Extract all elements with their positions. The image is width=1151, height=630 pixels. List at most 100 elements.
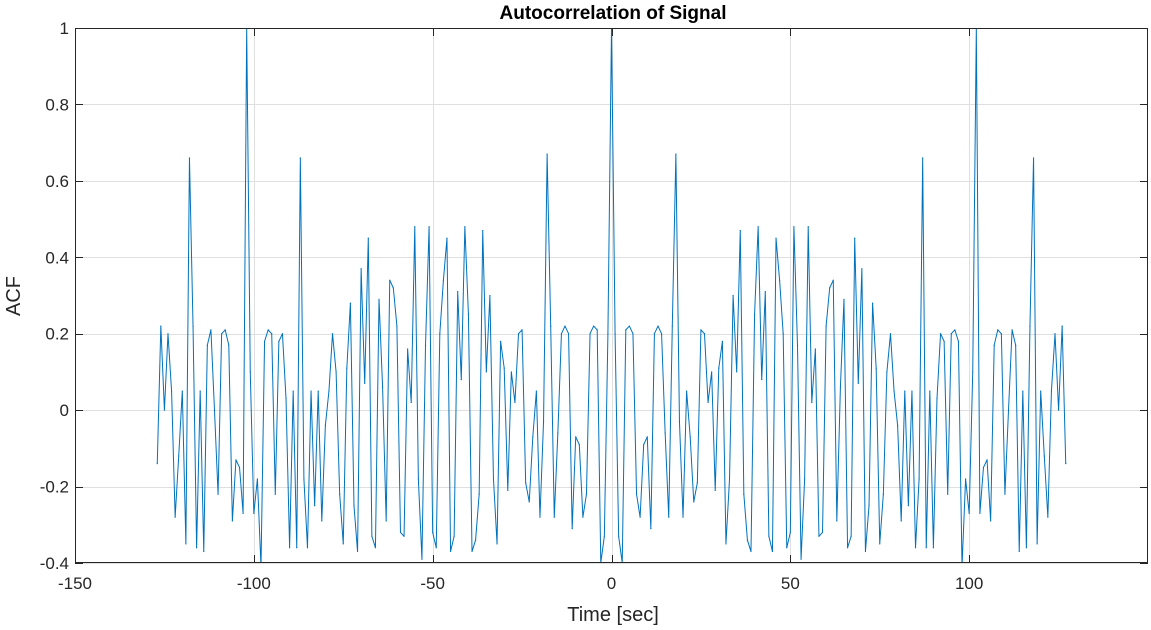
acf-point (868, 505, 870, 507)
acf-point (911, 390, 913, 392)
acf-point (346, 367, 348, 369)
acf-point (317, 390, 319, 392)
acf-point (696, 482, 698, 484)
acf-point (457, 291, 459, 293)
acf-point (950, 333, 952, 335)
acf-point (1036, 543, 1038, 545)
acf-point (321, 520, 323, 522)
x-tick-label: -50 (420, 574, 445, 593)
acf-point (914, 547, 917, 549)
acf-point (925, 547, 927, 549)
acf-point (510, 371, 512, 373)
acf-point (1015, 344, 1017, 346)
acf-point (496, 543, 498, 545)
acf-point (170, 390, 173, 392)
acf-point (503, 367, 505, 369)
acf-point (446, 237, 448, 239)
acf-point (872, 302, 874, 304)
acf-point (396, 325, 398, 327)
acf-point (335, 371, 337, 373)
acf-point (703, 333, 706, 335)
acf-point (707, 401, 709, 404)
acf-point (585, 493, 588, 495)
acf-point (374, 547, 377, 549)
y-tick-label: 0 (60, 401, 69, 420)
acf-point (432, 531, 434, 534)
acf-point (889, 333, 892, 335)
acf-point (1054, 333, 1056, 335)
acf-point (1032, 157, 1035, 159)
acf-point (646, 436, 648, 438)
acf-point (489, 294, 491, 297)
acf-point (882, 493, 884, 495)
acf-point (360, 268, 362, 270)
acf-point (421, 558, 423, 560)
acf-point (507, 489, 509, 491)
acf-point (535, 390, 537, 392)
acf-point (557, 432, 559, 434)
x-axis-label: Time [sec] (567, 604, 659, 626)
acf-point (213, 409, 216, 411)
acf-point (428, 226, 430, 228)
acf-point (199, 390, 201, 392)
acf-point (353, 505, 355, 507)
acf-point (864, 550, 867, 553)
acf-point (553, 516, 555, 518)
acf-point (242, 512, 244, 514)
acf-point (439, 333, 441, 335)
acf-point (435, 547, 437, 549)
acf-point (235, 459, 237, 461)
acf-point (929, 390, 931, 392)
plot-area (75, 28, 1148, 563)
acf-point (771, 550, 774, 553)
acf-point (1007, 409, 1010, 411)
acf-point (403, 535, 405, 537)
y-tick-label: -0.2 (40, 478, 69, 497)
acf-point (163, 409, 166, 411)
tick-labels: -150 -100 -50 0 50 100 -0.4 -0.2 0 0.2 0.4 0.6 0.8 1 (40, 19, 984, 593)
acf-point (385, 520, 387, 522)
acf-point (389, 279, 391, 281)
acf-point (789, 531, 791, 534)
acf-point (757, 226, 759, 228)
acf-point (782, 333, 784, 335)
acf-point (478, 493, 480, 495)
acf-point (424, 344, 427, 346)
acf-point (732, 294, 734, 297)
acf-point (238, 466, 241, 469)
acf-point (1040, 390, 1042, 392)
acf-point (500, 340, 502, 342)
acf-point (224, 329, 226, 331)
x-tick-label: -100 (237, 574, 271, 593)
y-tick-label: 0.8 (45, 95, 69, 114)
acf-point (750, 550, 752, 553)
acf-point (668, 516, 670, 518)
acf-point (185, 543, 187, 545)
acf-point (1065, 463, 1067, 465)
acf-point (160, 325, 162, 327)
acf-point (571, 528, 573, 530)
acf-point (356, 550, 359, 553)
acf-point (1047, 516, 1049, 518)
y-tick-label: 1 (60, 19, 69, 38)
acf-point (303, 478, 305, 480)
x-tick-label: 100 (955, 574, 983, 593)
acf-point (306, 547, 309, 549)
acf-point (643, 443, 645, 446)
acf-point (167, 333, 169, 335)
acf-point (850, 535, 852, 537)
acf-point (564, 325, 566, 327)
acf-point (196, 547, 198, 549)
acf-point (900, 520, 902, 522)
acf-point (861, 268, 863, 270)
acf-point (618, 535, 620, 537)
acf-point (839, 386, 842, 388)
acf-point (1004, 493, 1006, 495)
acf-point (607, 333, 609, 335)
acf-point (349, 302, 351, 304)
acf-point (904, 390, 906, 392)
acf-point (968, 512, 970, 514)
acf-point (814, 348, 816, 350)
acf-point (821, 531, 824, 534)
